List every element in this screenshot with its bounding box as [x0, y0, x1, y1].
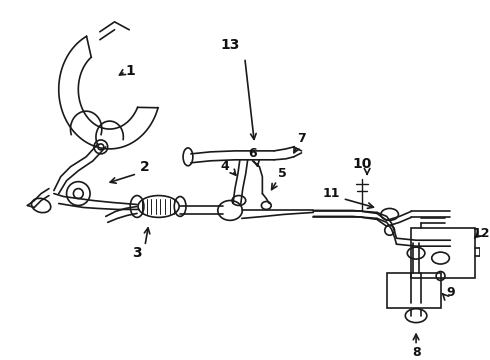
Text: 8: 8 [412, 346, 420, 359]
Text: 11: 11 [322, 187, 340, 200]
Text: 13: 13 [220, 38, 240, 52]
Text: 5: 5 [277, 167, 286, 180]
Text: 2: 2 [140, 160, 150, 174]
Text: 7: 7 [297, 132, 306, 145]
Bar [387, 273, 441, 308]
Text: 9: 9 [446, 286, 455, 299]
Bar [411, 228, 475, 278]
Text: 3: 3 [132, 246, 142, 260]
Text: 4: 4 [221, 160, 229, 173]
Text: 6: 6 [248, 147, 257, 160]
Text: 10: 10 [352, 157, 372, 171]
Text: 12: 12 [473, 227, 490, 240]
Text: 1: 1 [125, 64, 135, 78]
